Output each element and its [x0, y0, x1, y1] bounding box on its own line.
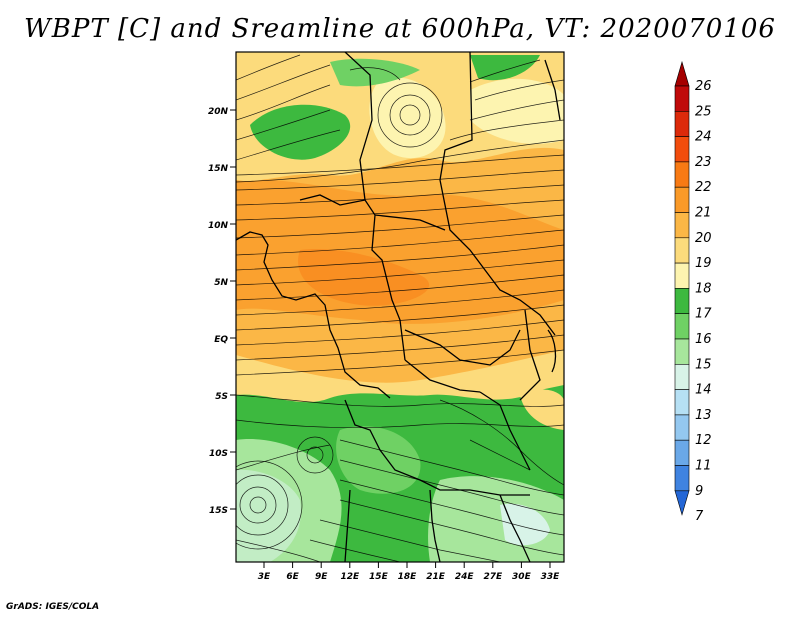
lon-label: 9E: [315, 572, 328, 582]
colorbar-swatch: [674, 85, 690, 112]
wbpt-22c-core: [298, 249, 430, 306]
wbpt-19c-east-patch: [520, 389, 564, 430]
lat-label: 10N: [208, 221, 229, 231]
colorbar-label: 23: [695, 155, 712, 170]
colorbar-label: 15: [695, 357, 712, 372]
colorbar-min-arrow: [674, 490, 690, 516]
lon-label: 24E: [455, 572, 475, 582]
lat-label: 15N: [208, 164, 229, 174]
colorbar-max-arrow: [674, 60, 690, 87]
colorbar-swatch: [674, 136, 690, 163]
colorbar-label: 25: [695, 104, 712, 119]
colorbar-label: 19: [695, 256, 712, 271]
colorbar: 26 25 24 23 22 21 20 19 18 17 16 15 14 13 12 11 9 7: [674, 60, 712, 524]
map-title: WBPT [C] and Sreamline at 600hPa, VT: 20…: [24, 14, 776, 44]
credit-label: GrADS: IGES/COLA: [6, 602, 100, 612]
wbpt-18c-vortex: [369, 77, 446, 159]
lon-label: 12E: [340, 572, 360, 582]
lat-label: 10S: [209, 449, 228, 459]
lat-label: 5N: [214, 278, 228, 288]
latitude-axis: 20N 15N 10N 5N EQ 5S 10S 15S: [208, 107, 236, 516]
colorbar-swatch: [674, 363, 690, 390]
colorbar-label: 22: [695, 180, 712, 195]
lon-label: 18E: [398, 572, 418, 582]
lon-label: 6E: [286, 572, 299, 582]
colorbar-label: 21: [695, 206, 712, 221]
wbpt-16c-south-central: [336, 426, 421, 494]
wbpt-14c-south-west: [236, 469, 301, 562]
colorbar-swatch: [674, 414, 690, 441]
wbpt-22c-band: [236, 179, 564, 324]
wbpt-18c-northeast: [470, 78, 564, 144]
wbpt-17c-patch-north-east: [470, 55, 540, 81]
colorbar-label: 16: [695, 332, 712, 347]
colorbar-swatch: [674, 161, 690, 188]
map-plot-area: [236, 52, 564, 562]
colorbar-swatch: [674, 439, 690, 466]
colorbar-swatch: [674, 313, 690, 340]
lat-label: 20N: [208, 107, 229, 117]
lat-label: 15S: [209, 506, 228, 516]
colorbar-label: 17: [695, 307, 712, 322]
colorbar-swatch: [674, 237, 690, 264]
country-borders: [236, 52, 561, 562]
lon-label: 27E: [483, 572, 503, 582]
colorbar-swatch: [674, 262, 690, 289]
colorbar-label: 26: [695, 79, 712, 94]
colorbar-label: 13: [695, 408, 712, 423]
colorbar-label: 9: [695, 484, 703, 499]
colorbar-label: 12: [695, 433, 712, 448]
lon-label: 21E: [426, 572, 446, 582]
colorbar-label: 20: [695, 231, 712, 246]
map-frame: [235, 51, 565, 563]
colorbar-label: 14: [695, 383, 712, 398]
colorbar-swatch: [674, 465, 690, 492]
colorbar-swatch: [674, 288, 690, 314]
colorbar-label: 7: [695, 509, 704, 524]
lon-label: 3E: [258, 572, 271, 582]
lon-label: 30E: [512, 572, 532, 582]
colorbar-swatch: [674, 389, 690, 416]
wbpt-16c-patch-north: [330, 58, 420, 87]
colorbar-swatch: [674, 338, 690, 365]
lon-label: 33E: [541, 572, 561, 582]
colorbar-label: 24: [695, 130, 712, 145]
colorbar-swatch: [674, 212, 690, 239]
colorbar-swatch: [674, 111, 690, 137]
wbpt-14c-south-east: [500, 503, 550, 546]
lat-label: 5S: [215, 392, 228, 402]
colorbar-label: 18: [695, 281, 712, 296]
wbpt-17c-patch-north-west: [250, 104, 351, 160]
colorbar-label: 11: [695, 459, 712, 474]
lon-label: 15E: [369, 572, 389, 582]
longitude-axis: 3E 6E 9E 12E 15E 18E 21E 24E 27E 30E 33E: [258, 562, 560, 582]
lat-label: EQ: [214, 335, 228, 345]
wbpt-19c-south-fringe: [236, 350, 564, 410]
colorbar-swatch: [674, 186, 690, 213]
